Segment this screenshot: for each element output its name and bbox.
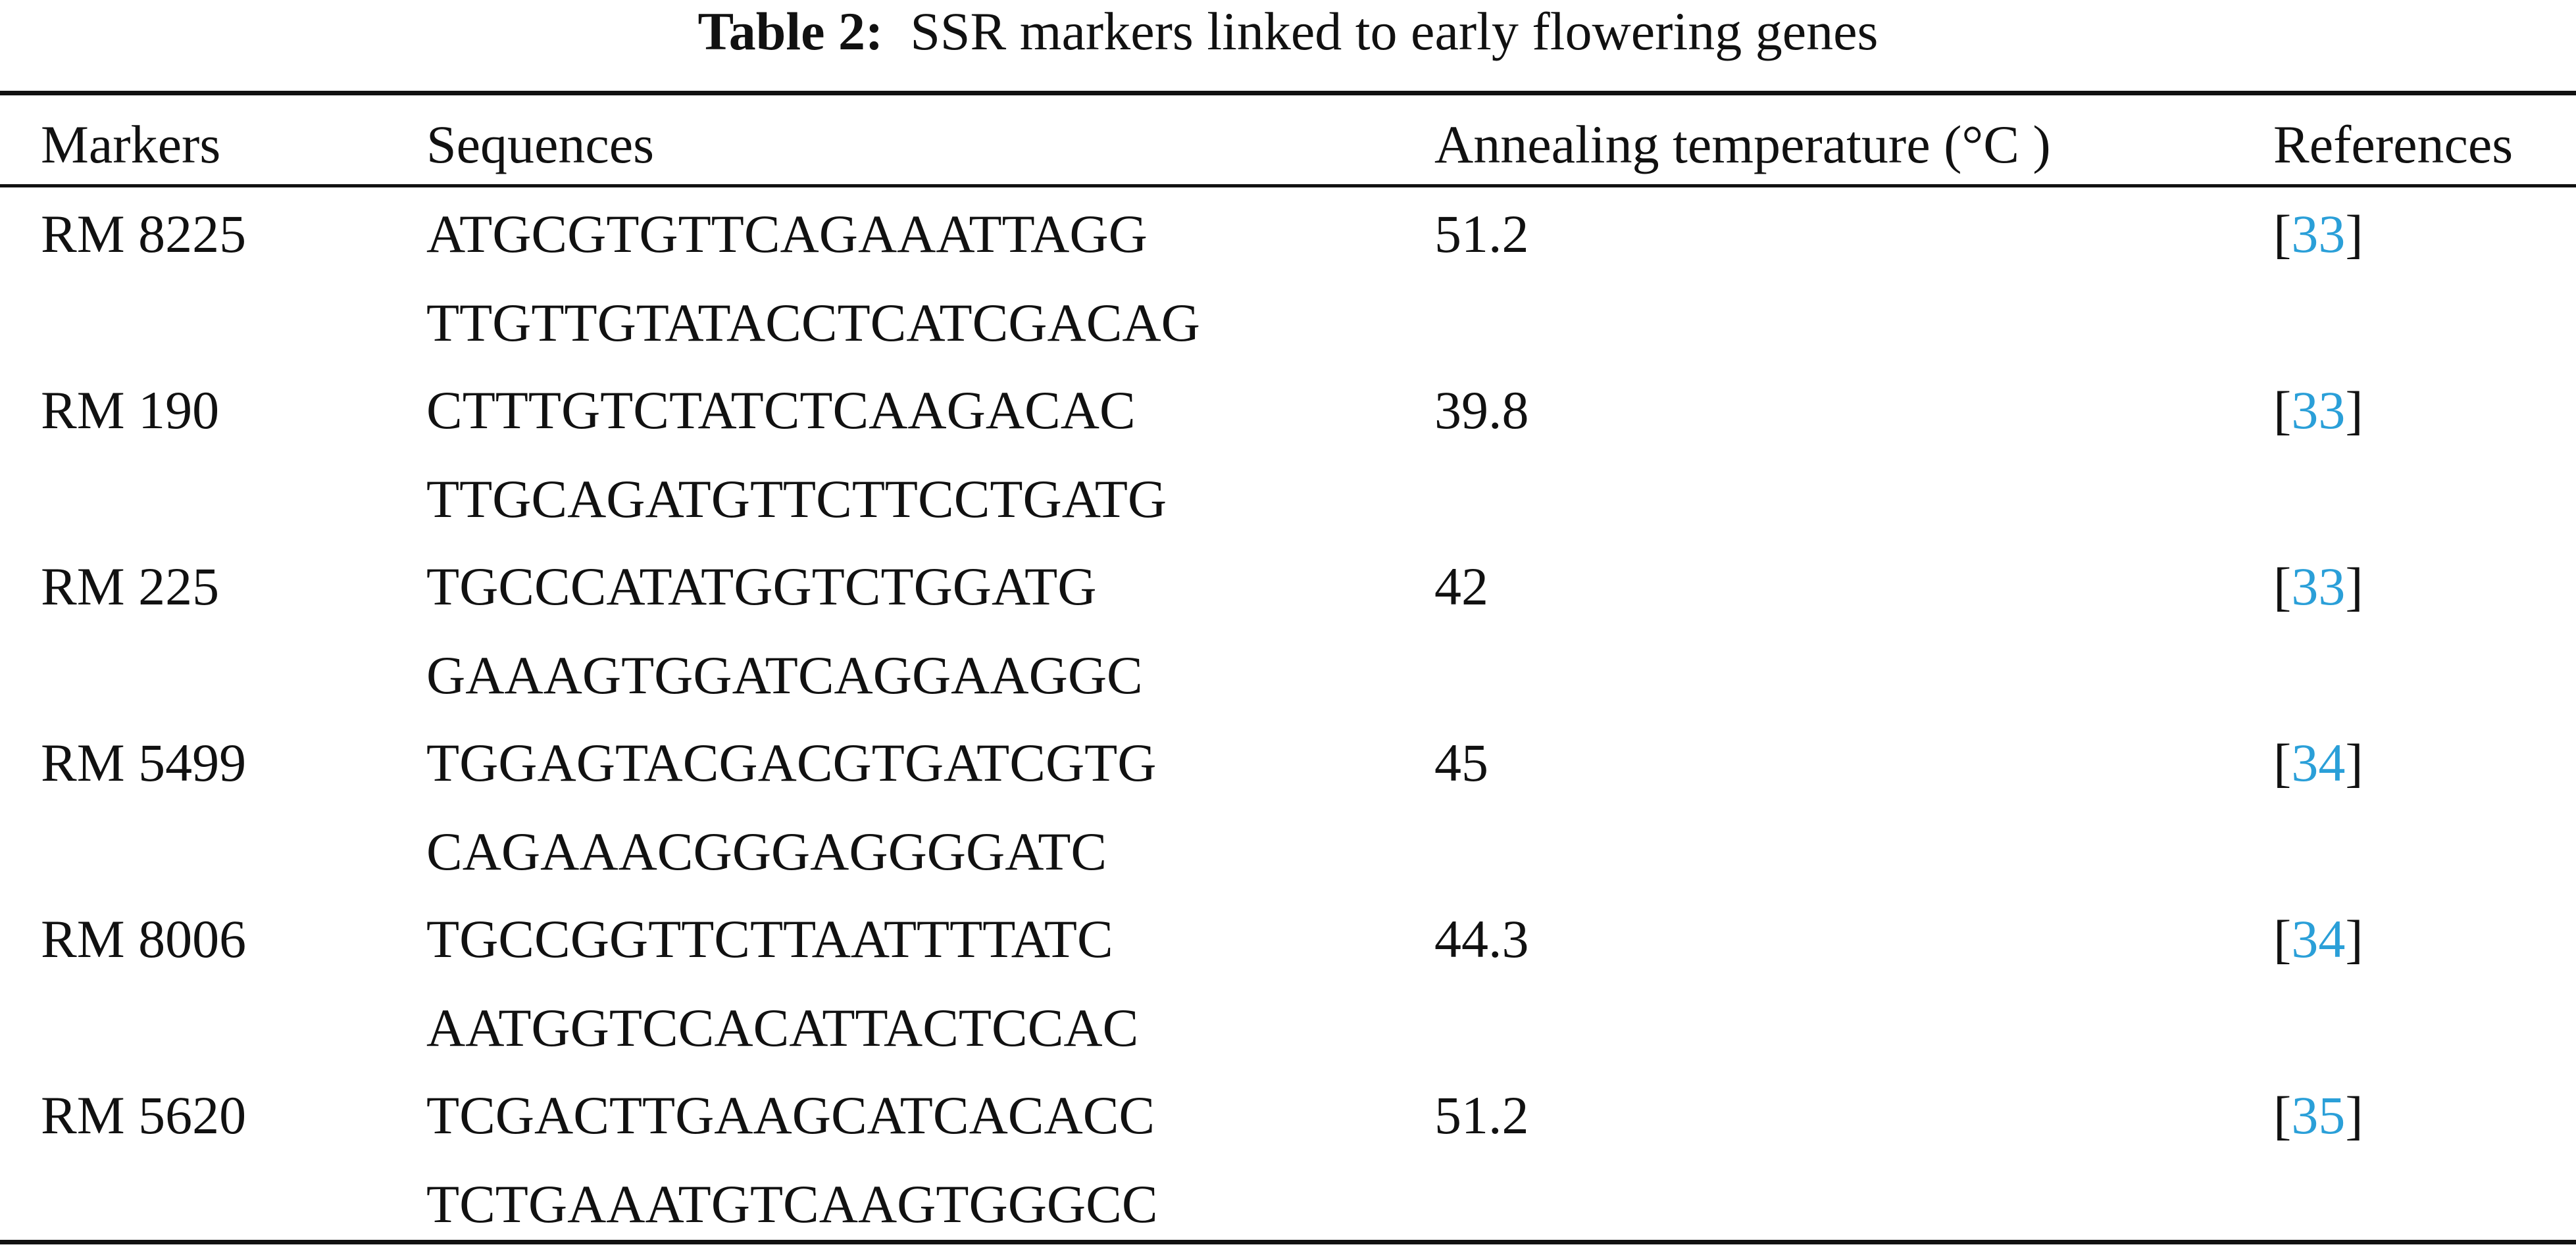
sequence-reverse: TCTGAAATGTCAAGTGGGCC [426,1174,1158,1234]
header-references: References [2273,114,2513,174]
header-annealing-temperature: Annealing temperature (°C ) [1434,114,2051,174]
table-header-rule [0,184,2576,187]
temperature-cell: 42 [1434,556,1488,616]
sequence-forward: TGGAGTACGACGTGATCGTG [426,733,1157,793]
marker-cell: RM 5499 [41,733,247,793]
table-top-rule [0,91,2576,95]
reference-cell: [34] [2273,909,2363,969]
sequence-forward: TGCCCATATGGTCTGGATG [426,556,1097,616]
table-caption-text: SSR markers linked to early flowering ge… [910,1,1879,61]
reference-cell: [34] [2273,733,2363,793]
marker-cell: RM 190 [41,380,220,440]
reference-link[interactable]: 34 [2291,909,2346,969]
reference-cell: [35] [2273,1085,2363,1145]
temperature-cell: 44.3 [1434,909,1529,969]
sequence-forward: ATGCGTGTTCAGAAATTAGG [426,204,1148,264]
sequence-reverse: GAAAGTGGATCAGGAAGGC [426,645,1143,705]
sequence-reverse: AATGGTCCACATTACTCCAC [426,998,1139,1058]
sequence-reverse: TTGTTGTATACCTCATCGACAG [426,293,1200,353]
marker-cell: RM 8006 [41,909,247,969]
reference-link[interactable]: 33 [2291,204,2346,264]
reference-link[interactable]: 34 [2291,733,2346,793]
temperature-cell: 45 [1434,733,1488,793]
marker-cell: RM 8225 [41,204,247,264]
reference-link[interactable]: 35 [2291,1085,2346,1145]
sequence-forward: TGCCGGTTCTTAATTTTATC [426,909,1113,969]
header-markers: Markers [41,114,221,174]
marker-cell: RM 5620 [41,1085,247,1145]
table-caption: Table 2: SSR markers linked to early flo… [0,0,2576,79]
reference-cell: [33] [2273,556,2363,616]
sequence-reverse: TTGCAGATGTTCTTCCTGATG [426,469,1167,529]
temperature-cell: 51.2 [1434,204,1529,264]
reference-link[interactable]: 33 [2291,380,2346,440]
temperature-cell: 51.2 [1434,1085,1529,1145]
table-caption-label: Table 2: [697,1,884,61]
sequence-forward: TCGACTTGAAGCATCACACC [426,1085,1155,1145]
table-bottom-rule [0,1240,2576,1244]
reference-cell: [33] [2273,380,2363,440]
sequence-reverse: CAGAAACGGGAGGGGATC [426,822,1107,881]
reference-link[interactable]: 33 [2291,556,2346,616]
header-sequences: Sequences [426,114,655,174]
sequence-forward: CTTTGTCTATCTCAAGACAC [426,380,1136,440]
temperature-cell: 39.8 [1434,380,1529,440]
reference-cell: [33] [2273,204,2363,264]
marker-cell: RM 225 [41,556,220,616]
